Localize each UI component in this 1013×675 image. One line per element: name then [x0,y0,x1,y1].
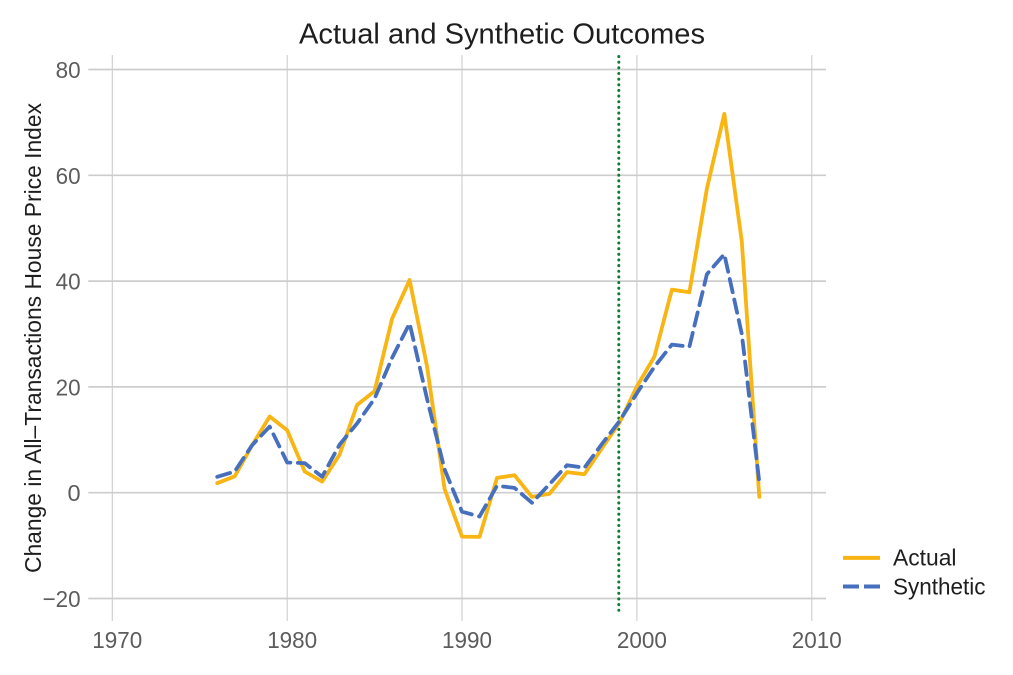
svg-text:−20: −20 [43,586,81,612]
svg-text:40: 40 [56,269,81,295]
svg-text:2000: 2000 [617,627,667,653]
svg-text:Synthetic: Synthetic [893,574,986,600]
svg-text:Change in All–Transactions Hou: Change in All–Transactions House Price I… [20,103,46,573]
svg-text:2010: 2010 [792,627,842,653]
svg-text:0: 0 [68,480,81,506]
svg-text:1970: 1970 [92,627,142,653]
svg-text:80: 80 [56,57,81,83]
svg-text:1990: 1990 [442,627,492,653]
svg-text:60: 60 [56,163,81,189]
svg-text:Actual and Synthetic Outcomes: Actual and Synthetic Outcomes [299,18,705,50]
svg-text:20: 20 [56,374,81,400]
svg-text:Actual: Actual [893,545,957,571]
svg-text:1980: 1980 [267,627,317,653]
